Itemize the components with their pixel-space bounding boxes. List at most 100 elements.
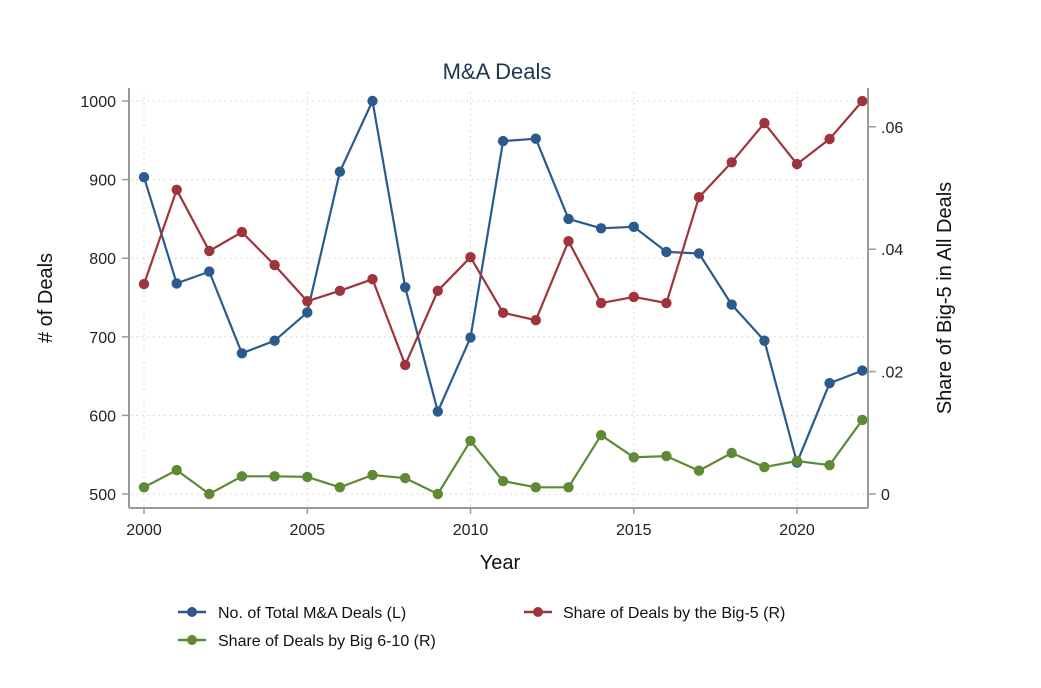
data-point-big5	[563, 236, 574, 247]
data-point-big6-10	[138, 482, 150, 493]
data-point-big5	[628, 291, 639, 303]
data-point-big5	[595, 297, 607, 309]
data-point-big6-10	[465, 435, 476, 446]
data-point-big6-10	[857, 414, 868, 426]
data-point-big5	[497, 307, 509, 318]
x-tick-label: 2000	[126, 522, 162, 539]
legend-item-big5: Share of Deals by the Big-5 (R)	[524, 605, 785, 622]
legend-label-big6-10: Share of Deals by Big 6-10 (R)	[218, 633, 436, 650]
data-point-big5	[334, 285, 346, 296]
data-point-big6-10	[824, 460, 835, 471]
x-tick-label: 2010	[453, 522, 489, 539]
data-point-big5	[530, 315, 541, 326]
y-left-tick-label: 500	[89, 487, 116, 504]
x-tick-label: 2020	[779, 522, 815, 539]
data-point-big5	[204, 245, 215, 257]
legend-item-total-deals: No. of Total M&A Deals (L)	[178, 605, 406, 622]
axes	[128, 88, 869, 509]
data-point-big5	[693, 192, 705, 203]
data-point-total-deals	[661, 246, 672, 258]
y-right-tick-label: .06	[881, 120, 903, 137]
data-point-big6-10	[432, 488, 443, 500]
data-point-big6-10	[400, 472, 411, 484]
data-point-big5	[269, 259, 280, 271]
data-point-big6-10	[204, 488, 215, 500]
data-point-big5	[726, 157, 737, 168]
data-point-big6-10	[236, 471, 248, 482]
data-point-total-deals	[171, 278, 182, 289]
data-point-big5	[367, 274, 378, 285]
data-point-big5	[302, 296, 313, 307]
y-left-tick-label: 1000	[80, 94, 116, 111]
grid-lines	[131, 92, 866, 506]
legend-marker-total-deals	[187, 607, 197, 617]
series-line-total-deals	[142, 99, 863, 464]
data-point-total-deals	[693, 248, 705, 259]
data-point-big6-10	[628, 452, 639, 463]
data-point-big5	[400, 359, 411, 371]
legend-marker-big5	[533, 607, 543, 617]
tick-labels: 2000 2005 2010 2015 2020 500 600 700 800 900 1000 0…	[80, 94, 903, 539]
data-point-big6-10	[334, 482, 346, 493]
x-tick-label: 2015	[616, 522, 652, 539]
data-point-big5	[824, 133, 835, 145]
data-point-big6-10	[595, 430, 607, 441]
data-point-big6-10	[497, 475, 509, 487]
data-point-big6-10	[726, 447, 737, 459]
data-point-big6-10	[791, 455, 803, 467]
series-total-deals	[138, 95, 868, 468]
chart-title: M&A Deals	[443, 59, 552, 84]
data-point-total-deals	[465, 332, 476, 343]
data-point-big5	[661, 297, 672, 309]
data-point-total-deals	[400, 282, 411, 293]
y-left-tick-label: 900	[89, 173, 116, 190]
data-point-total-deals	[334, 166, 346, 177]
y-left-tick-label: 800	[89, 251, 116, 268]
data-point-big5	[432, 285, 443, 296]
series-group	[138, 95, 868, 500]
y-left-tick-label: 600	[89, 408, 116, 425]
data-point-total-deals	[726, 299, 737, 310]
y-right-tick-label: .04	[881, 242, 903, 259]
data-point-big6-10	[759, 461, 770, 473]
data-point-big5	[171, 184, 182, 195]
data-point-total-deals	[204, 266, 215, 277]
data-point-total-deals	[367, 95, 378, 107]
data-point-big6-10	[563, 482, 574, 493]
legend-item-big6-10: Share of Deals by Big 6-10 (R)	[178, 633, 436, 650]
data-point-total-deals	[497, 135, 509, 147]
y-left-tick-label: 700	[89, 330, 116, 347]
data-point-big5	[791, 158, 803, 170]
y-right-tick-label: 0	[881, 487, 890, 504]
series-big5	[138, 95, 868, 371]
data-point-big5	[465, 252, 476, 263]
data-point-big6-10	[367, 469, 378, 481]
data-point-big6-10	[661, 450, 672, 462]
legend-label-big5: Share of Deals by the Big-5 (R)	[563, 605, 785, 622]
data-point-big5	[138, 278, 150, 290]
legend-label-total-deals: No. of Total M&A Deals (L)	[218, 605, 406, 622]
data-point-big5	[759, 117, 770, 129]
x-axis-title: Year	[480, 552, 521, 574]
data-point-big6-10	[693, 465, 705, 476]
data-point-big6-10	[171, 464, 182, 476]
legend-marker-big6-10	[187, 635, 197, 645]
data-point-total-deals	[138, 172, 150, 183]
data-point-total-deals	[759, 335, 770, 346]
data-point-total-deals	[563, 213, 574, 225]
data-point-total-deals	[236, 348, 248, 359]
data-point-big6-10	[269, 471, 280, 482]
data-point-total-deals	[302, 307, 313, 318]
legend: No. of Total M&A Deals (L) Share of Deal…	[178, 605, 785, 650]
series-big6-10	[138, 414, 868, 500]
y-right-tick-label: .02	[881, 365, 903, 382]
data-point-total-deals	[530, 133, 541, 144]
data-point-big6-10	[302, 471, 313, 483]
data-point-total-deals	[824, 378, 835, 389]
data-point-big6-10	[530, 482, 541, 493]
data-point-total-deals	[595, 223, 607, 234]
data-point-total-deals	[269, 335, 280, 346]
data-point-total-deals	[628, 221, 639, 232]
y-axis-left-title: # of Deals	[35, 253, 57, 343]
